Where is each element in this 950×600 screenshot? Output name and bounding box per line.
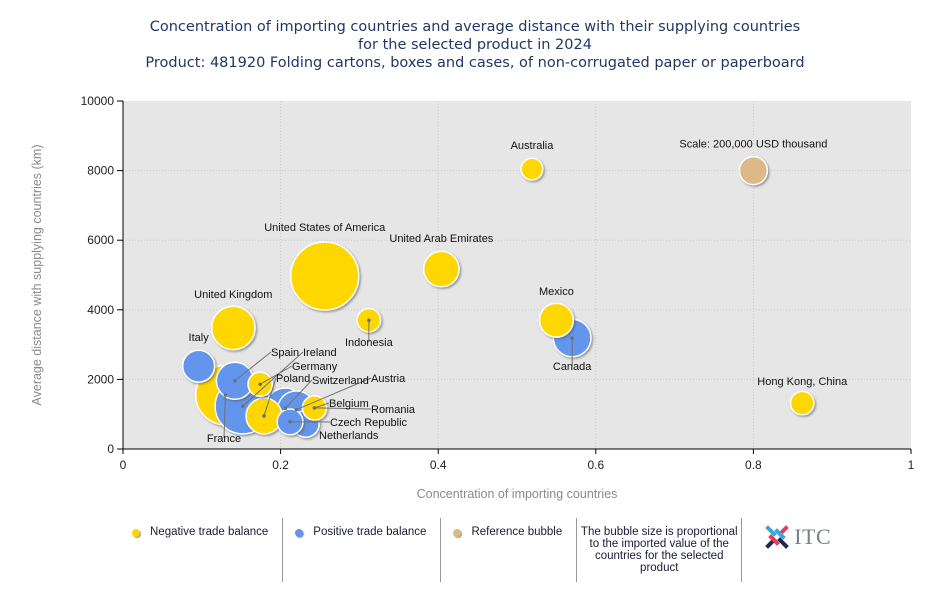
y-tick-label: 8000 [87,164,114,178]
itc-logo-icon [765,525,790,549]
y-tick-label: 6000 [87,233,114,247]
legend-item-positive: Positive trade balance [283,518,442,582]
leader-belgium [314,402,330,409]
label-united-arab-emirates: United Arab Emirates [389,233,493,245]
leader-romania [314,407,372,410]
leader-ireland [242,351,304,407]
chart-title: Concentration of importing countries and… [0,18,950,72]
leader-france [223,395,226,439]
bubble-hong-kong-china [789,390,815,416]
x-tick-label: 0.8 [745,458,762,472]
x-tick-label: 0.2 [272,458,289,472]
x-axis-label: Concentration of importing countries [417,487,618,501]
legend-label: Negative trade balance [150,526,269,538]
leader-austria [296,377,372,411]
y-tick-label: 0 [107,442,114,456]
leader-poland [263,377,277,417]
negative-dot-icon [132,529,140,537]
bubble-united-states-of-america [289,241,360,311]
reference-dot-icon [453,529,462,537]
label-poland: Poland [276,373,310,385]
anchor-dot-spain [233,378,237,383]
legend-label: Positive trade balance [313,526,427,538]
label-canada: Canada [553,361,592,373]
x-tick-label: 0.6 [587,458,604,472]
label-switzerland: Switzerland [312,375,369,387]
label-indonesia: Indonesia [345,337,394,349]
anchor-dot-canada [570,336,574,340]
bubble-italy [181,349,216,383]
label-belgium: Belgium [329,398,369,410]
anchor-dot-indonesia [367,318,371,323]
label-germany: Germany [292,361,338,373]
leader-lines [223,318,574,439]
anchor-dot-austria [294,407,299,412]
x-tick-label: 0.4 [430,458,447,472]
leader-germany [259,365,293,385]
label-romania: Romania [371,404,416,416]
bubble-size-note: The bubble size is proportional to the i… [577,518,743,582]
bubble-united-kingdom [210,305,256,351]
leader-switzerland [284,379,313,409]
label-australia: Australia [511,140,555,152]
label-ireland: Ireland [303,347,337,359]
bubble-australia [520,157,544,181]
label-united-kingdom: United Kingdom [194,289,272,301]
label-netherlands: Netherlands [319,430,379,442]
x-tick-label: 0 [120,458,127,472]
anchor-dot-germany [258,382,262,387]
anchor-dot-romania [312,406,317,410]
label-czech-republic: Czech Republic [330,417,408,429]
y-tick-label: 4000 [87,303,114,317]
legend-item-reference: Reference bubble [441,518,578,582]
label-austria: Austria [371,373,406,385]
chart-title-line-1: Concentration of importing countries and… [149,19,801,35]
y-tick-label: 10000 [81,94,115,108]
anchor-dot-ireland [240,404,245,408]
axes: 0 0.2 0.4 0.6 0.8 1 0 2000 4000 6000 8000 10000 [81,94,915,472]
legend-item-negative: Negative trade balance [122,518,284,582]
reference-bubble [738,155,769,186]
label-united-states-of-america: United States of America [264,222,386,234]
bubble-united-arab-emirates [422,250,460,288]
label-italy: Italy [189,332,210,344]
chart-title-line-3: Product: 481920 Folding cartons, boxes a… [145,55,805,71]
leader-spain [234,351,272,382]
itc-logo: ITC [742,518,831,552]
legend: Negative trade balance Positive trade ba… [122,518,831,582]
x-tick-label: 1 [908,458,915,472]
label-hong-kong-china: Hong Kong, China [757,376,848,388]
label-mexico: Mexico [539,286,574,298]
bubble-labels: Scale: 200,000 USD thousand France United … [189,139,849,445]
anchor-dot-switzerland [283,406,288,411]
label-spain: Spain [271,347,299,359]
anchor-dot-france [223,393,228,397]
label-france: France [207,433,241,445]
anchor-dot-poland [262,414,266,418]
y-axis-label: Average distance with supplying countrie… [30,144,44,405]
bubble-mexico [538,302,575,338]
anchor-dot-czech-republic [288,420,292,424]
y-tick-label: 2000 [87,372,114,386]
chart-title-line-2: for the selected product in 2024 [358,37,592,53]
itc-logo-text: ITC [794,524,832,549]
legend-label: Reference bubble [471,526,563,538]
reference-bubble-label: Scale: 200,000 USD thousand [679,139,827,151]
positive-dot-icon [295,529,304,537]
